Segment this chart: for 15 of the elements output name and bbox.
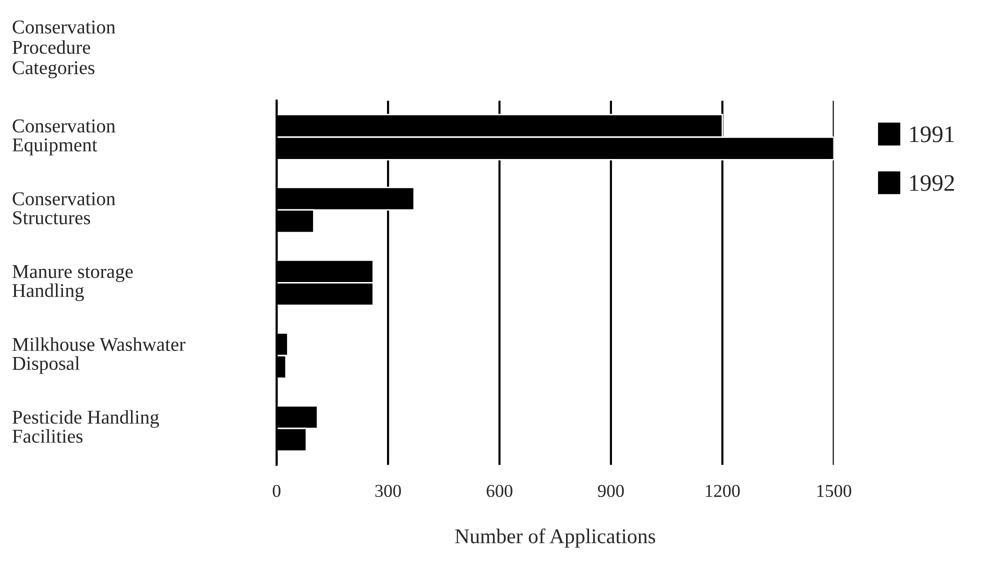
y-tick-label: Milkhouse Washwater Disposal bbox=[12, 337, 186, 374]
y-tick-label: Pesticide Handling Facilities bbox=[12, 410, 159, 443]
y-tick-label: Conservation Equipment bbox=[12, 119, 116, 156]
legend-label: 1992 bbox=[910, 175, 954, 191]
x-tick-label: 900 bbox=[598, 484, 624, 498]
x-tick-label: 1200 bbox=[706, 484, 740, 498]
x-tick-label: 600 bbox=[486, 484, 512, 498]
y-tick-label: Manure storage Handling bbox=[12, 265, 133, 302]
legend-label: 1991 bbox=[910, 126, 954, 142]
x-tick-label: 0 bbox=[272, 484, 280, 498]
x-tick-label: 1500 bbox=[817, 484, 852, 498]
y-tick-label: Conservation Structures bbox=[12, 192, 116, 224]
x-tick-label: 300 bbox=[375, 484, 401, 498]
x-axis-title: Number of Applications bbox=[455, 528, 656, 548]
y-axis-title: Conservation Procedure Categories bbox=[12, 20, 116, 78]
